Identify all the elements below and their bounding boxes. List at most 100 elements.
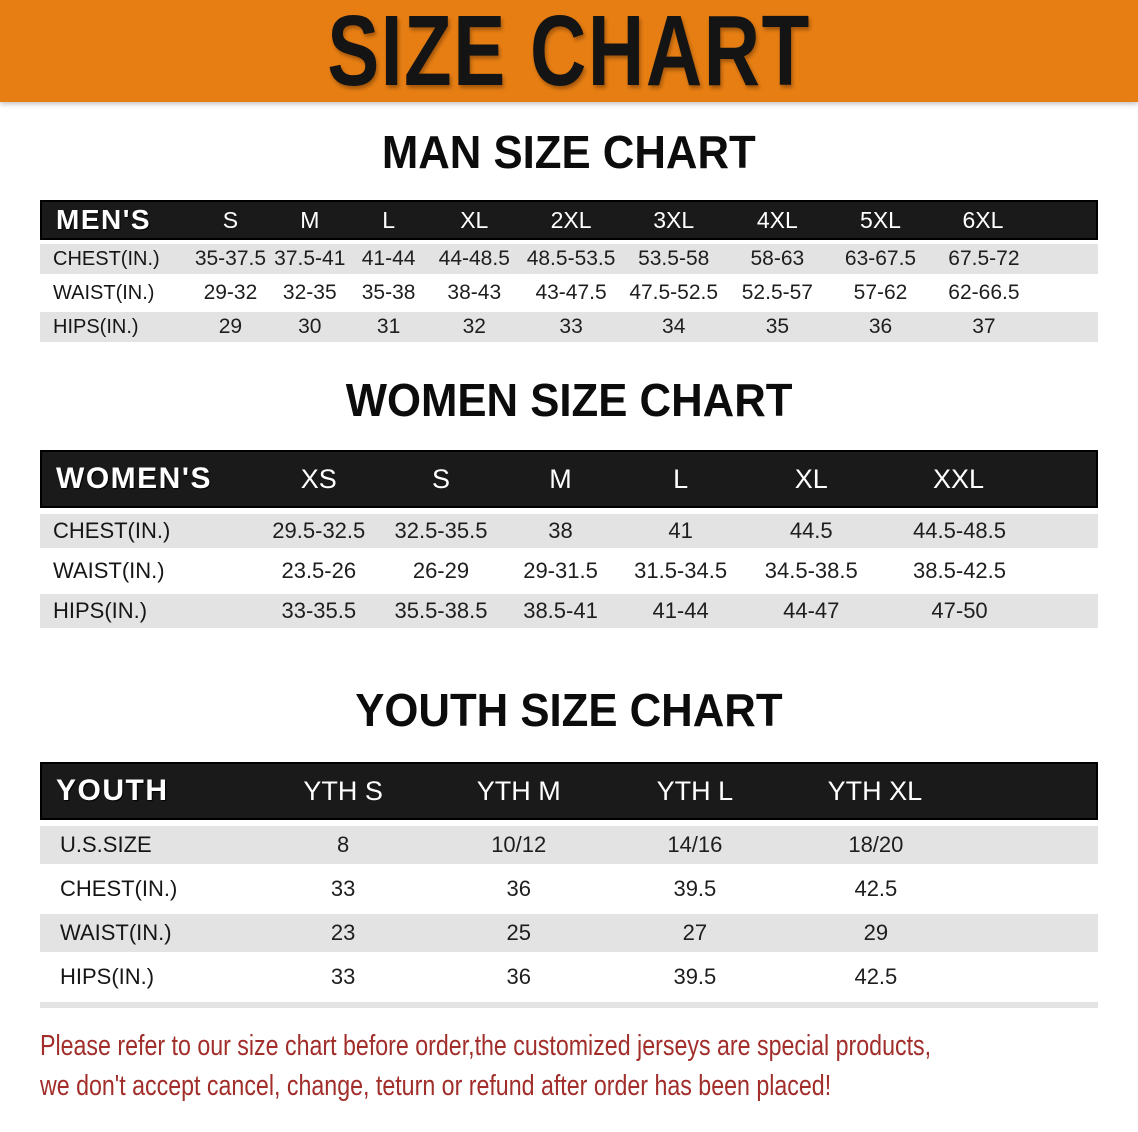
women-section-title-text: WOMEN SIZE CHART (345, 374, 793, 426)
size-value-cell: 33-35.5 (256, 594, 381, 628)
size-value-cell: 47.5-52.5 (621, 278, 726, 308)
youth-section-title-text: YOUTH SIZE CHART (355, 684, 783, 736)
size-column-header: YTH M (431, 762, 606, 820)
size-value-cell: 25 (431, 914, 606, 952)
size-column-header: XL (741, 450, 882, 508)
size-value-cell: 36 (829, 312, 932, 342)
size-value-cell: 14/16 (606, 826, 784, 864)
size-value-cell: 33 (254, 870, 432, 908)
table-row: HIPS(IN.) 33-35.5 35.5-38.5 38.5-41 41-44 44-… (40, 594, 1098, 628)
men-size-section: MAN SIZE CHART MEN'S S M L XL 2XL 3XL 4XL 5XL 6XL… (0, 128, 1138, 346)
size-value-cell: 44-47 (741, 594, 882, 628)
size-value-cell: 10/12 (431, 826, 606, 864)
measurement-row-label: CHEST(IN.) (40, 514, 257, 548)
men-size-table: MEN'S S M L XL 2XL 3XL 4XL 5XL 6XL CHEST(IN.) 35-37… (40, 196, 1098, 346)
size-value-cell: 32.5-35.5 (380, 514, 502, 548)
size-value-cell: 35-37.5 (190, 244, 271, 274)
size-value-cell: 42.5 (783, 958, 1098, 996)
size-value-cell: 67.5-72 (931, 244, 1098, 274)
measurement-row-label: CHEST(IN.) (40, 244, 191, 274)
size-value-cell: 29 (190, 312, 271, 342)
size-value-cell: 8 (254, 826, 432, 864)
men-corner-label: MEN'S (40, 200, 191, 240)
size-value-cell: 32-35 (270, 278, 349, 308)
table-row: U.S.SIZE 8 10/12 14/16 18/20 (40, 826, 1098, 864)
measurement-row-label: WAIST(IN.) (40, 554, 257, 588)
size-value-cell: 37.5-41 (270, 244, 349, 274)
measurement-row-label: HIPS(IN.) (40, 958, 255, 996)
size-value-cell: 58-63 (725, 244, 830, 274)
size-column-header: L (619, 450, 742, 508)
size-value-cell: 57-62 (829, 278, 932, 308)
women-corner-label: WOMEN'S (40, 450, 257, 508)
size-value-cell: 39.5 (606, 870, 784, 908)
size-column-header: 3XL (621, 200, 726, 240)
size-value-cell: 18/20 (783, 826, 1098, 864)
size-column-header: YTH S (254, 762, 432, 820)
size-value-cell: 36 (431, 958, 606, 996)
size-value-cell: 44-48.5 (428, 244, 521, 274)
size-value-cell: 35 (725, 312, 830, 342)
size-value-cell: 38.5-42.5 (881, 554, 1098, 588)
size-chart-content: MAN SIZE CHART MEN'S S M L XL 2XL 3XL 4XL 5XL 6XL… (0, 128, 1138, 1106)
disclaimer-line-1: Please refer to our size chart before or… (40, 1030, 932, 1062)
size-value-cell: 52.5-57 (725, 278, 830, 308)
size-value-cell: 26-29 (380, 554, 502, 588)
measurement-row-label: WAIST(IN.) (40, 914, 255, 952)
size-value-cell: 62-66.5 (931, 278, 1098, 308)
size-value-cell: 29.5-32.5 (256, 514, 381, 548)
size-value-cell: 48.5-53.5 (520, 244, 622, 274)
size-value-cell: 37 (931, 312, 1098, 342)
page-title-text: SIZE CHART (327, 0, 811, 107)
size-value-cell: 33 (254, 958, 432, 996)
size-value-cell: 43-47.5 (520, 278, 622, 308)
page-title: SIZE CHART (259, 0, 879, 102)
size-value-cell: 31 (348, 312, 429, 342)
size-value-cell: 32 (428, 312, 521, 342)
size-value-cell: 38-43 (428, 278, 521, 308)
table-row: HIPS(IN.) 29 30 31 32 33 34 35 36 37 (40, 312, 1098, 342)
men-section-title-text: MAN SIZE CHART (382, 126, 756, 178)
size-value-cell: 34.5-38.5 (741, 554, 882, 588)
size-value-cell: 39.5 (606, 958, 784, 996)
size-column-header: XS (256, 450, 381, 508)
youth-section-title: YOUTH SIZE CHART (0, 686, 1138, 734)
measurement-row-label: U.S.SIZE (40, 826, 255, 864)
table-row: CHEST(IN.) 35-37.5 37.5-41 41-44 44-48.5 48.5… (40, 244, 1098, 274)
table-row: WAIST(IN.) 23 25 27 29 (40, 914, 1098, 952)
table-row: WAIST(IN.) 23.5-26 26-29 29-31.5 31.5-34.5 34… (40, 554, 1098, 588)
size-value-cell: 35-38 (348, 278, 429, 308)
size-column-header: 6XL (931, 200, 1098, 240)
size-value-cell: 44.5 (741, 514, 882, 548)
size-column-header: YTH XL (783, 762, 1098, 820)
size-value-cell: 29 (783, 914, 1098, 952)
youth-corner-label: YOUTH (40, 762, 255, 820)
size-value-cell: 27 (606, 914, 784, 952)
size-column-header: M (501, 450, 620, 508)
size-column-header: 4XL (725, 200, 830, 240)
size-value-cell: 44.5-48.5 (881, 514, 1098, 548)
size-column-header: 5XL (829, 200, 932, 240)
size-value-cell: 38.5-41 (501, 594, 620, 628)
table-row: WAIST(IN.) 29-32 32-35 35-38 38-43 43-47.5 47.… (40, 278, 1098, 308)
table-bottom-strip (40, 1002, 1098, 1008)
size-value-cell: 31.5-34.5 (619, 554, 742, 588)
youth-size-table: YOUTH YTH S YTH M YTH L YTH XL U.S.SIZE 8 10/12… (40, 756, 1098, 1002)
women-size-table: WOMEN'S XS S M L XL XXL CHEST(IN.) 29.5-32.5 32.5… (40, 444, 1098, 634)
men-section-title: MAN SIZE CHART (0, 128, 1138, 176)
women-section-title: WOMEN SIZE CHART (0, 376, 1138, 424)
size-column-header: YTH L (606, 762, 784, 820)
size-value-cell: 53.5-58 (621, 244, 726, 274)
size-value-cell: 29-32 (190, 278, 271, 308)
size-value-cell: 33 (520, 312, 622, 342)
size-column-header: XXL (881, 450, 1098, 508)
youth-size-section: YOUTH SIZE CHART YOUTH YTH S YTH M YTH L YTH… (0, 686, 1138, 1008)
banner: SIZE CHART (0, 0, 1138, 102)
table-row: CHEST(IN.) 33 36 39.5 42.5 (40, 870, 1098, 908)
disclaimer-line-2: we don't accept cancel, change, teturn o… (40, 1070, 832, 1102)
size-value-cell: 35.5-38.5 (380, 594, 502, 628)
size-value-cell: 41-44 (619, 594, 742, 628)
size-value-cell: 47-50 (881, 594, 1098, 628)
women-size-section: WOMEN SIZE CHART WOMEN'S XS S M L XL XXL CHEST(… (0, 376, 1138, 634)
size-value-cell: 30 (270, 312, 349, 342)
